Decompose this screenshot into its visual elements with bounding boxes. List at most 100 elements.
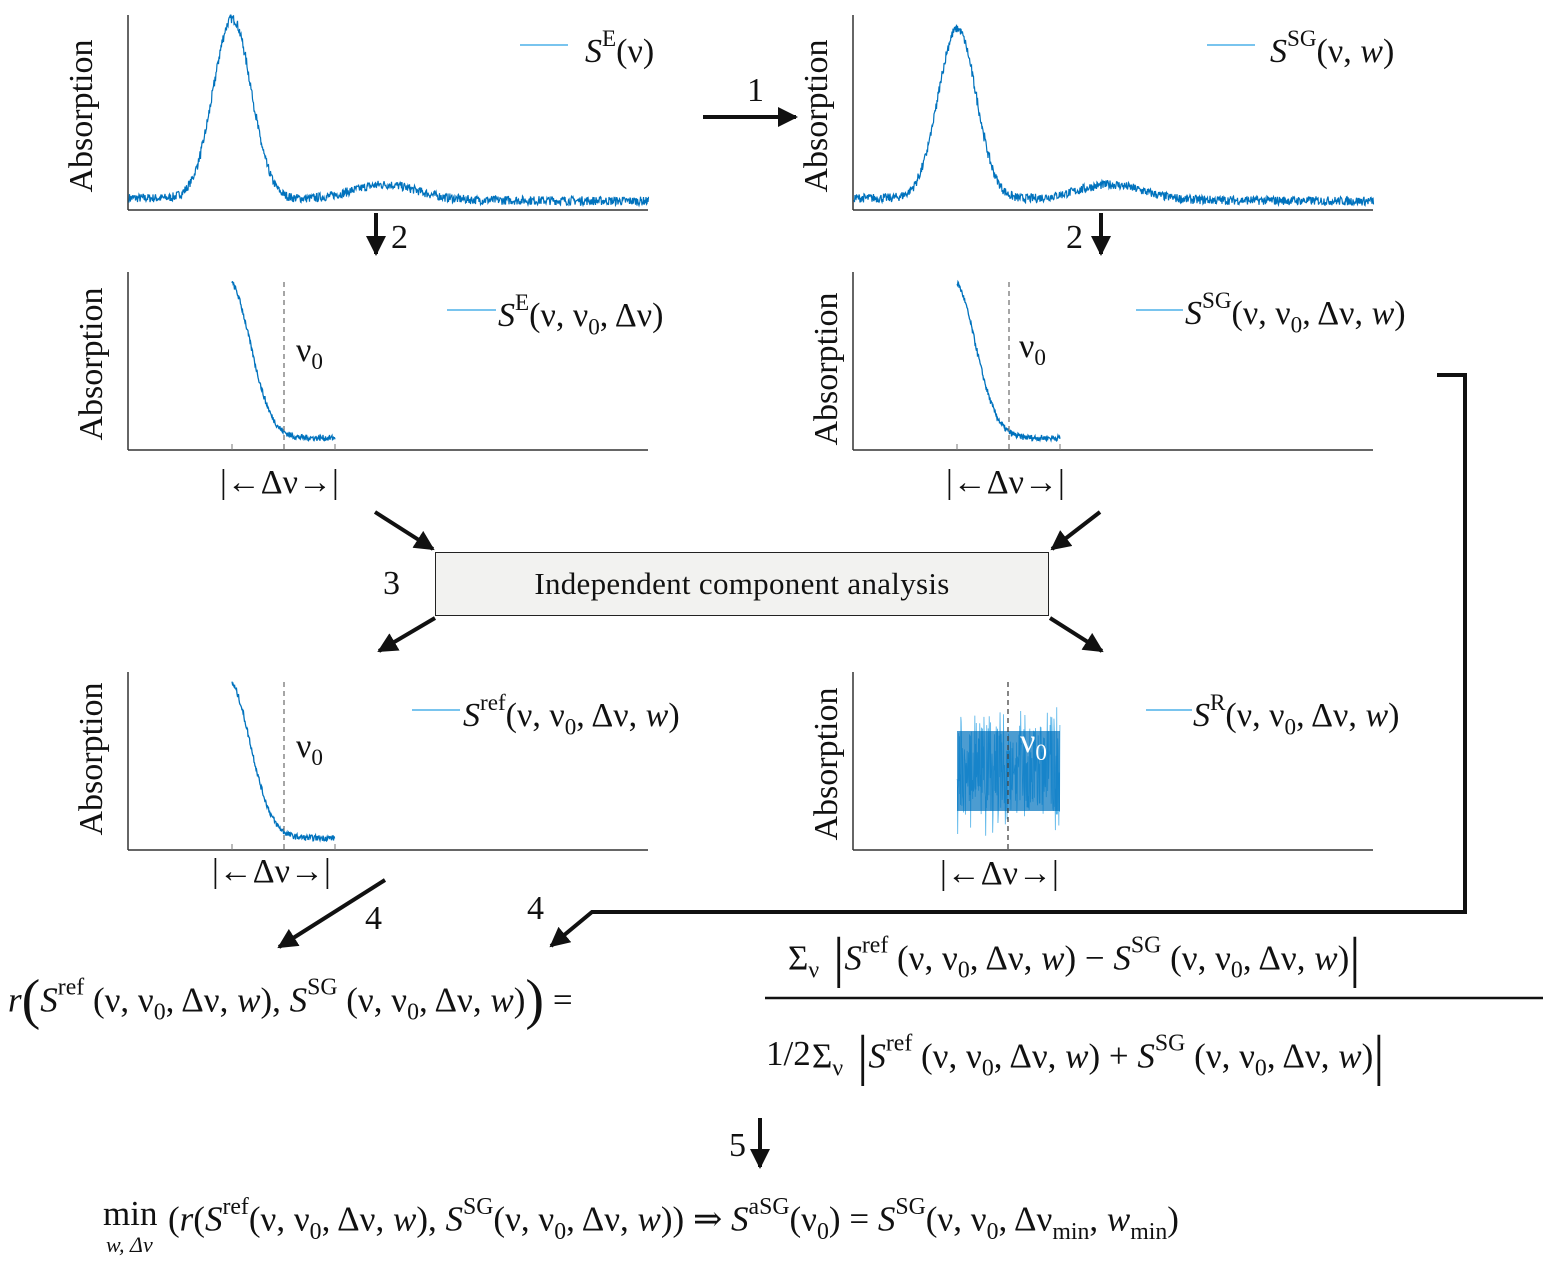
formula-segment: w	[1360, 33, 1383, 71]
formula-segment: w	[237, 980, 261, 1020]
formula-segment: |	[843, 1025, 869, 1087]
formula-segment: S	[877, 1199, 896, 1239]
formula-segment: 0	[1284, 714, 1297, 741]
formula-segment: S	[445, 1199, 464, 1239]
formula-segment: )	[1394, 295, 1406, 333]
formula-segment: SG	[463, 1194, 494, 1220]
legend-p3: SE(ν, ν0, Δν)	[498, 290, 664, 341]
formula-segment: , Δν	[998, 1199, 1053, 1239]
formula-segment: )	[1167, 1199, 1179, 1239]
formula-segment: S	[1193, 697, 1210, 735]
formula-segment: 0	[554, 1218, 567, 1245]
arrow-ica-to-ref	[377, 616, 437, 653]
formula-segment: 0	[1254, 1055, 1267, 1082]
formula-segment: w	[1314, 938, 1338, 978]
delta-nu-marker-p6: |←Δν→|	[940, 855, 1059, 892]
formula-segment: 0	[588, 314, 600, 341]
formula-segment: ) −	[1064, 938, 1114, 978]
formula-segment: S	[1185, 295, 1202, 333]
formula-segment: r	[8, 980, 22, 1020]
formula-segment: , Δν)	[599, 297, 664, 335]
y-axis-label-p4: Absorption	[808, 292, 845, 446]
formula-segment: ),	[416, 1199, 446, 1239]
half-fraction: 1/2	[766, 1034, 811, 1073]
nu0-label-p3: ν0	[296, 334, 323, 374]
formula-segment: ref	[861, 932, 889, 959]
formula-segment: (ν	[789, 1199, 818, 1239]
formula-segment: , Δν,	[1296, 697, 1366, 735]
formula-segment: ,	[1089, 1199, 1107, 1239]
formula-segment: a	[748, 1194, 760, 1220]
spectrum-curve-p2	[853, 24, 1375, 208]
window-curve-p5	[231, 681, 336, 843]
formula-segment: )	[525, 969, 545, 1031]
formula-segment: (ν,	[1316, 33, 1361, 71]
formula-segment: ν	[832, 1055, 844, 1082]
arrow-step-4-ref	[277, 878, 387, 949]
formula-segment: w	[1365, 697, 1389, 735]
formula-segment: 0	[1290, 312, 1303, 339]
formula-segment: , Δν,	[1266, 1036, 1339, 1076]
formula-segment: S	[289, 980, 308, 1020]
formula-segment: SG	[1287, 26, 1317, 52]
nu0-label-p6: ν0	[1020, 725, 1047, 765]
formula-segment: )	[1382, 33, 1395, 71]
formula-segment: (ν, ν	[925, 1199, 987, 1239]
formula-segment: )) ⇒	[660, 1199, 732, 1239]
formula-segment: (ν)	[616, 33, 655, 71]
formula-segment: (ν, ν	[84, 980, 154, 1020]
arrow-to-ica-right	[1050, 510, 1102, 551]
formula-segment: (ν, ν	[1185, 1036, 1255, 1076]
formula-segment: , Δν,	[993, 1036, 1066, 1076]
formula-segment: )	[513, 980, 526, 1020]
formula-segment: SG	[895, 1194, 926, 1220]
formula-segment: S	[40, 980, 58, 1020]
formula-segment: ν	[296, 332, 312, 369]
formula-segment: w	[637, 1199, 661, 1239]
formula-segment: 0	[1034, 345, 1046, 372]
formula-segment: ν	[1019, 328, 1035, 365]
formula-segment: 0	[311, 745, 323, 772]
residual-noise-core-p6	[957, 731, 1060, 811]
step-1-label: 1	[747, 72, 764, 109]
formula-segment: 0	[1035, 740, 1047, 767]
formula-segment: min	[1130, 1218, 1168, 1245]
formula-segment: , Δν,	[165, 980, 238, 1020]
formula-segment: (ν, ν	[1231, 295, 1291, 333]
y-axis-label-p1: Absorption	[63, 39, 100, 193]
formula-segment: , Δν,	[1302, 295, 1372, 333]
formula-segment: ),	[260, 980, 290, 1020]
formula-segment: (ν, ν	[493, 1199, 555, 1239]
formula-segment: 0	[986, 1218, 999, 1245]
formula-segment: , Δν,	[1242, 938, 1315, 978]
formula-segment: 0	[309, 1218, 322, 1245]
nu0-label-p4: ν0	[1019, 330, 1046, 370]
formula-segment: S	[585, 33, 602, 71]
delta-nu-marker-p3: |←Δν→|	[220, 464, 339, 501]
legend-p6: SR(ν, ν0, Δν, w)	[1193, 691, 1400, 741]
formula-segment: S	[868, 1036, 886, 1076]
formula-segment: ) =	[828, 1199, 878, 1239]
formula-segment: , Δν,	[321, 1199, 393, 1239]
formula-segment: E	[602, 26, 617, 52]
formula-segment: w	[645, 697, 669, 735]
formula-segment: w	[1338, 1036, 1362, 1076]
formula-segment: r	[179, 1199, 194, 1239]
formula-segment: 0	[957, 957, 970, 984]
formula-segment: S	[1270, 33, 1287, 71]
step-2-label-right: 2	[1066, 219, 1083, 256]
formula-segment: ν	[296, 728, 312, 765]
formula-segment: , Δν,	[566, 1199, 638, 1239]
formula-segment: (ν, ν	[505, 697, 565, 735]
formula-segment: , Δν,	[969, 938, 1042, 978]
formula-segment: )	[1388, 697, 1400, 735]
formula-segment: )	[1337, 938, 1350, 978]
y-axis-label-p3: Absorption	[73, 287, 110, 441]
formula-segment: ref	[222, 1194, 249, 1220]
legend-p4: SSG(ν, ν0, Δν, w)	[1185, 289, 1406, 339]
arrow-ica-to-residual	[1048, 616, 1104, 653]
formula-segment: (ν, ν	[248, 1199, 310, 1239]
formula-segment: S	[731, 1199, 749, 1239]
formula-segment: E	[515, 290, 530, 316]
formula-segment: )	[668, 697, 680, 735]
